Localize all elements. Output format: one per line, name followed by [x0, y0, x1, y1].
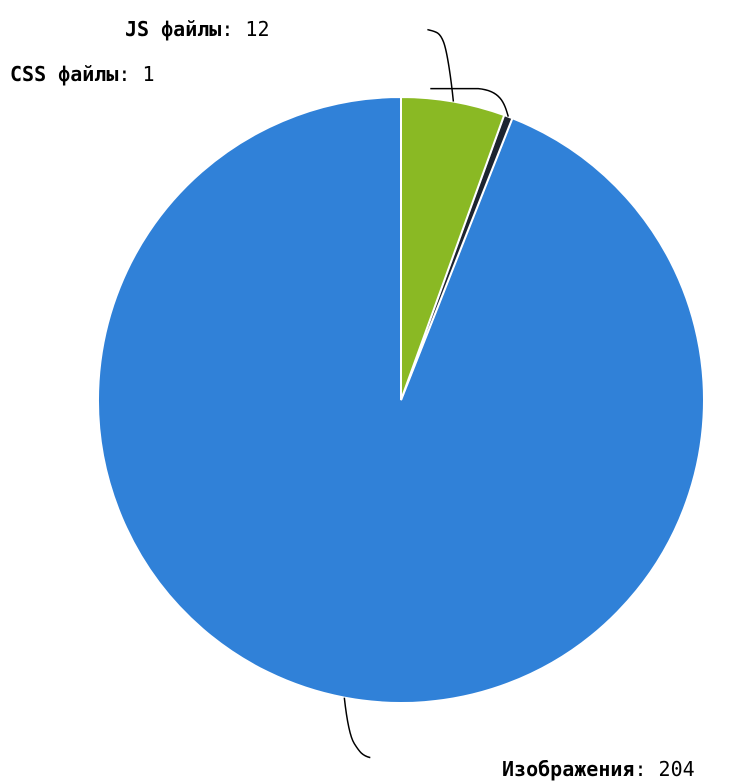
slice-label-value-0: : 204 [634, 757, 694, 781]
leader-line-1 [430, 87, 510, 117]
slice-label-name-2: JS файлы [125, 17, 221, 41]
leader-lines [343, 28, 510, 759]
slice-label-name-1: CSS файлы [10, 62, 118, 86]
pie-slice-2 [400, 95, 506, 401]
slice-label-2: JS файлы: 12 [125, 17, 270, 41]
leader-line-0 [343, 697, 371, 759]
slice-labels: Изображения: 204 CSS файлы: 1 JS файлы: 12 [10, 17, 695, 781]
slice-label-value-2: : 12 [221, 17, 269, 41]
slice-label-name-0: Изображения [502, 757, 634, 781]
slice-label-1: CSS файлы: 1 [10, 62, 155, 86]
leader-line-2 [427, 28, 455, 102]
pie-slices [97, 95, 705, 704]
slice-label-value-1: : 1 [118, 62, 154, 86]
slice-label-0: Изображения: 204 [502, 757, 695, 781]
